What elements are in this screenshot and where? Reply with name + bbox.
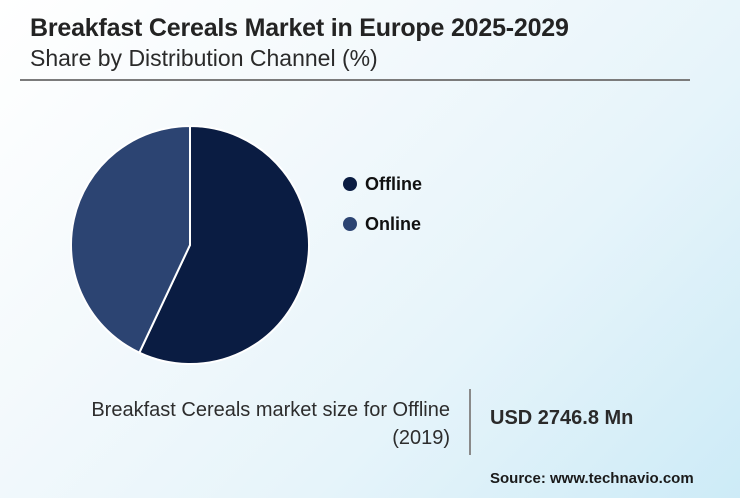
legend-item-offline: Offline [343,172,422,196]
legend: Offline Online [343,172,422,252]
legend-item-online: Online [343,212,422,236]
pie-slice-online [70,125,191,354]
legend-dot-icon [343,217,357,231]
market-size-label: Breakfast Cereals market size for Offlin… [91,399,450,449]
title-divider [20,79,690,81]
legend-label: Offline [365,173,422,194]
stat-divider [469,389,471,455]
legend-dot-icon [343,177,357,191]
chart-subtitle: Share by Distribution Channel (%) [30,45,378,71]
pie-slice-offline [138,125,310,365]
chart-title: Breakfast Cereals Market in Europe 2025-… [30,14,569,42]
legend-label: Online [365,213,422,234]
market-size-value: USD 2746.8 Mn [490,407,634,429]
source-credit: Source: www.technavio.com [490,470,694,487]
